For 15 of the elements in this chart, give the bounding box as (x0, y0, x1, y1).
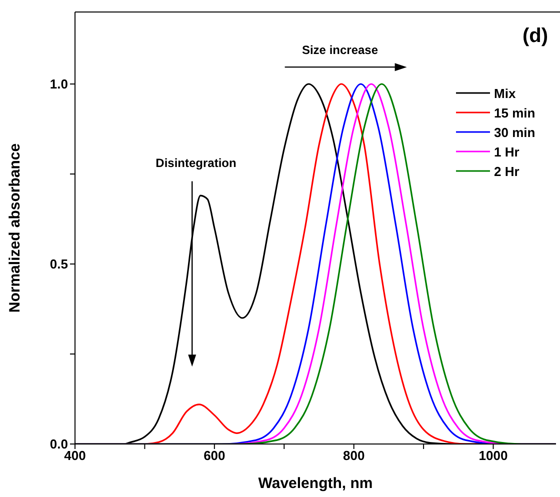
y-axis-title: Normalized absorbance (6, 143, 24, 313)
x-tick-label: 600 (204, 448, 226, 464)
legend-label: 1 Hr (494, 144, 520, 160)
x-tick-label: 1000 (478, 448, 508, 464)
x-tick-label: 800 (342, 448, 365, 464)
annotation: (d) (522, 25, 548, 47)
x-axis-title: Wavelength, nm (258, 475, 373, 492)
legend-label: 30 min (494, 125, 536, 140)
y-tick-label: 0.5 (50, 256, 68, 272)
y-tick-label: 1.0 (50, 76, 68, 92)
annotation: Disintegration (156, 156, 236, 170)
annotation: Size increase (302, 43, 378, 57)
legend-label: 15 min (494, 106, 536, 120)
legend-label: 2 Hr (494, 164, 520, 179)
legend-label: Mix (494, 86, 516, 101)
